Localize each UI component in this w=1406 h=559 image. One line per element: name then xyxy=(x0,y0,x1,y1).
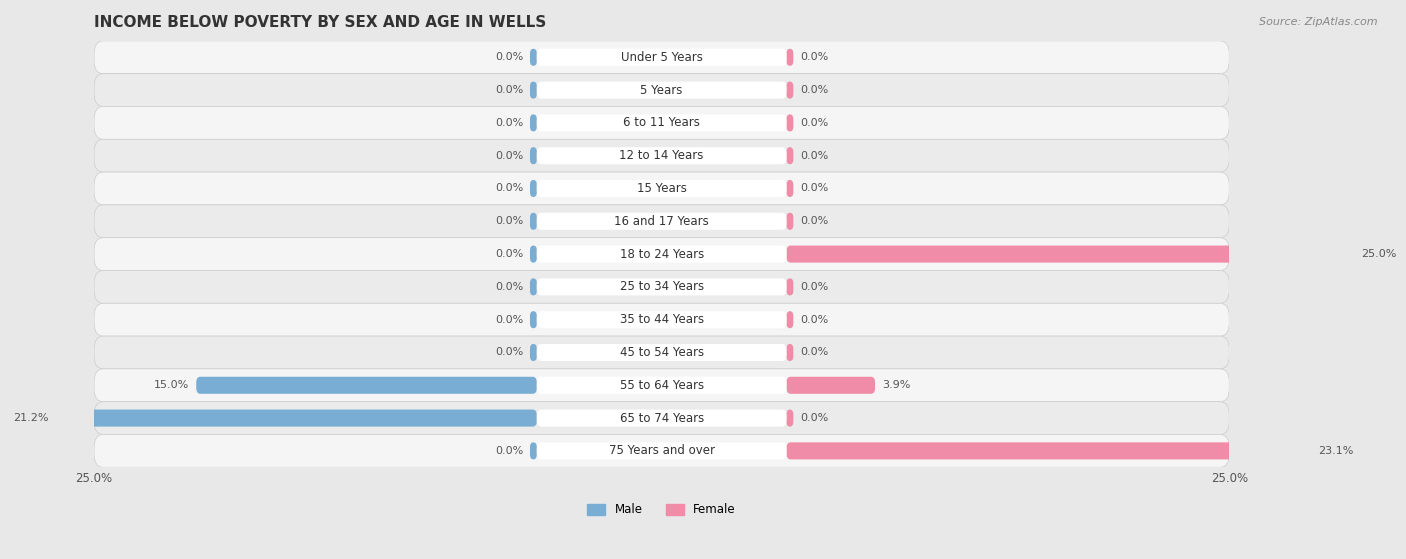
FancyBboxPatch shape xyxy=(530,82,537,98)
Text: 5 Years: 5 Years xyxy=(641,84,683,97)
FancyBboxPatch shape xyxy=(786,278,793,295)
FancyBboxPatch shape xyxy=(530,311,537,328)
FancyBboxPatch shape xyxy=(537,442,786,459)
FancyBboxPatch shape xyxy=(94,369,1229,402)
FancyBboxPatch shape xyxy=(94,139,1229,172)
FancyBboxPatch shape xyxy=(537,180,786,197)
Text: 12 to 14 Years: 12 to 14 Years xyxy=(620,149,704,162)
Text: 25.0%: 25.0% xyxy=(1361,249,1396,259)
FancyBboxPatch shape xyxy=(786,213,793,230)
FancyBboxPatch shape xyxy=(786,82,793,98)
Text: 0.0%: 0.0% xyxy=(495,315,523,325)
FancyBboxPatch shape xyxy=(530,49,537,66)
Text: 0.0%: 0.0% xyxy=(495,53,523,62)
FancyBboxPatch shape xyxy=(537,82,786,98)
Text: 45 to 54 Years: 45 to 54 Years xyxy=(620,346,704,359)
Text: 16 and 17 Years: 16 and 17 Years xyxy=(614,215,709,228)
Text: 55 to 64 Years: 55 to 64 Years xyxy=(620,379,704,392)
FancyBboxPatch shape xyxy=(786,410,793,427)
Text: 0.0%: 0.0% xyxy=(800,118,828,128)
Text: 15 Years: 15 Years xyxy=(637,182,686,195)
FancyBboxPatch shape xyxy=(530,213,537,230)
Text: 0.0%: 0.0% xyxy=(495,151,523,160)
Text: 0.0%: 0.0% xyxy=(800,183,828,193)
FancyBboxPatch shape xyxy=(530,147,537,164)
FancyBboxPatch shape xyxy=(94,41,1229,74)
Text: 75 Years and over: 75 Years and over xyxy=(609,444,714,457)
FancyBboxPatch shape xyxy=(537,278,786,295)
FancyBboxPatch shape xyxy=(786,180,793,197)
Text: 0.0%: 0.0% xyxy=(800,348,828,358)
FancyBboxPatch shape xyxy=(94,74,1229,106)
Text: 0.0%: 0.0% xyxy=(800,282,828,292)
FancyBboxPatch shape xyxy=(197,377,537,394)
Text: 65 to 74 Years: 65 to 74 Years xyxy=(620,411,704,425)
Text: 3.9%: 3.9% xyxy=(882,380,910,390)
Text: 0.0%: 0.0% xyxy=(495,282,523,292)
Text: 0.0%: 0.0% xyxy=(495,183,523,193)
Text: 0.0%: 0.0% xyxy=(800,216,828,226)
Text: 0.0%: 0.0% xyxy=(495,216,523,226)
FancyBboxPatch shape xyxy=(530,180,537,197)
Text: 35 to 44 Years: 35 to 44 Years xyxy=(620,313,704,326)
FancyBboxPatch shape xyxy=(537,49,786,66)
FancyBboxPatch shape xyxy=(530,278,537,295)
Text: 21.2%: 21.2% xyxy=(13,413,49,423)
Text: 6 to 11 Years: 6 to 11 Years xyxy=(623,116,700,129)
FancyBboxPatch shape xyxy=(530,245,537,263)
FancyBboxPatch shape xyxy=(55,410,537,427)
Text: 0.0%: 0.0% xyxy=(495,85,523,95)
Text: 0.0%: 0.0% xyxy=(800,315,828,325)
FancyBboxPatch shape xyxy=(94,336,1229,369)
FancyBboxPatch shape xyxy=(94,238,1229,271)
Text: 0.0%: 0.0% xyxy=(495,446,523,456)
FancyBboxPatch shape xyxy=(786,245,1354,263)
FancyBboxPatch shape xyxy=(786,311,793,328)
FancyBboxPatch shape xyxy=(537,245,786,263)
Text: 18 to 24 Years: 18 to 24 Years xyxy=(620,248,704,260)
Text: 15.0%: 15.0% xyxy=(155,380,190,390)
FancyBboxPatch shape xyxy=(94,172,1229,205)
FancyBboxPatch shape xyxy=(537,147,786,164)
Text: 23.1%: 23.1% xyxy=(1317,446,1353,456)
FancyBboxPatch shape xyxy=(94,434,1229,467)
FancyBboxPatch shape xyxy=(94,205,1229,238)
FancyBboxPatch shape xyxy=(537,115,786,131)
FancyBboxPatch shape xyxy=(530,344,537,361)
Text: Under 5 Years: Under 5 Years xyxy=(620,51,703,64)
Text: 0.0%: 0.0% xyxy=(495,249,523,259)
Text: Source: ZipAtlas.com: Source: ZipAtlas.com xyxy=(1260,17,1378,27)
FancyBboxPatch shape xyxy=(786,115,793,131)
Text: 0.0%: 0.0% xyxy=(495,348,523,358)
FancyBboxPatch shape xyxy=(786,377,875,394)
FancyBboxPatch shape xyxy=(537,410,786,427)
FancyBboxPatch shape xyxy=(537,377,786,394)
FancyBboxPatch shape xyxy=(94,106,1229,139)
FancyBboxPatch shape xyxy=(786,344,793,361)
Text: 25 to 34 Years: 25 to 34 Years xyxy=(620,281,704,293)
Text: 0.0%: 0.0% xyxy=(800,151,828,160)
FancyBboxPatch shape xyxy=(530,442,537,459)
FancyBboxPatch shape xyxy=(537,213,786,230)
Text: INCOME BELOW POVERTY BY SEX AND AGE IN WELLS: INCOME BELOW POVERTY BY SEX AND AGE IN W… xyxy=(94,15,547,30)
Legend: Male, Female: Male, Female xyxy=(582,499,741,521)
FancyBboxPatch shape xyxy=(537,311,786,328)
FancyBboxPatch shape xyxy=(786,442,1310,459)
Text: 0.0%: 0.0% xyxy=(800,53,828,62)
Text: 0.0%: 0.0% xyxy=(800,85,828,95)
FancyBboxPatch shape xyxy=(530,115,537,131)
FancyBboxPatch shape xyxy=(94,271,1229,304)
FancyBboxPatch shape xyxy=(537,344,786,361)
FancyBboxPatch shape xyxy=(786,49,793,66)
FancyBboxPatch shape xyxy=(94,402,1229,434)
FancyBboxPatch shape xyxy=(94,304,1229,336)
Text: 0.0%: 0.0% xyxy=(800,413,828,423)
FancyBboxPatch shape xyxy=(786,147,793,164)
Text: 0.0%: 0.0% xyxy=(495,118,523,128)
